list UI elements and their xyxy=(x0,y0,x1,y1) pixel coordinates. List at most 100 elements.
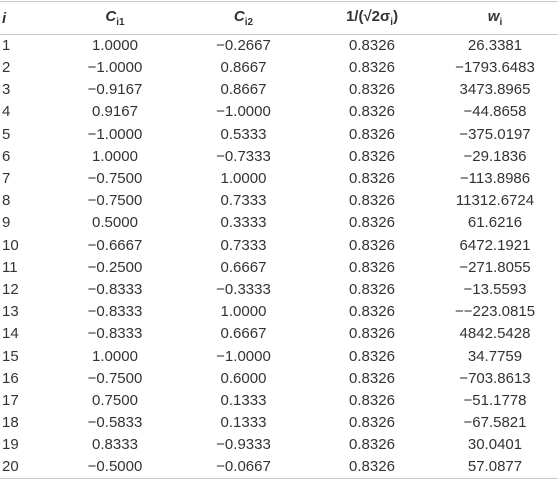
table-cell: 1.0000 xyxy=(220,170,267,188)
table-cell: 10 xyxy=(2,236,19,254)
table-row: 3 −0.9167 0.8667 0.8326 3473.8965 xyxy=(0,79,558,101)
table-cell: 15 xyxy=(2,347,19,365)
table-cell: −1.0000 xyxy=(216,347,271,365)
table-row: 12 −0.8333 −0.3333 0.8326 −13.5593 xyxy=(0,279,558,301)
table-row: 13 −0.8333 1.0000 0.8326 −−223.0815 xyxy=(0,301,558,323)
table-cell: 0.1333 xyxy=(220,391,267,409)
table-cell: −1.0000 xyxy=(87,125,143,143)
table-cell: 11312.6724 xyxy=(455,192,535,210)
table-cell: −0.9167 xyxy=(87,81,143,99)
table-cell: 0.8326 xyxy=(349,391,395,409)
table-cell: 0.7500 xyxy=(92,391,138,409)
table-cell: −271.8055 xyxy=(459,258,531,276)
table-cell: −29.1836 xyxy=(463,147,527,165)
table-cell: 1.0000 xyxy=(92,147,138,165)
table-cell: −0.8333 xyxy=(87,325,143,343)
table-row: 5 −1.0000 0.5333 0.8326 −375.0197 xyxy=(0,124,558,146)
table-cell: 3473.8965 xyxy=(459,81,531,99)
table-cell: 26.3381 xyxy=(467,37,523,54)
table-row: 2 −1.0000 0.8667 0.8326 −1793.6483 xyxy=(0,57,558,79)
table-cell: 0.8326 xyxy=(349,147,395,165)
table-cell: −0.9333 xyxy=(216,436,271,454)
table-cell: 0.8667 xyxy=(220,81,267,99)
table-cell: −0.2500 xyxy=(87,258,143,276)
table-row: 10 −0.6667 0.7333 0.8326 6472.1921 xyxy=(0,235,558,257)
header-text: w xyxy=(487,8,500,25)
table-cell: 0.6667 xyxy=(220,258,267,276)
table-cell: 14 xyxy=(2,325,19,343)
table-cell: 6 xyxy=(2,147,11,165)
table-cell: −44.8658 xyxy=(463,103,527,121)
table-row: 6 1.0000 −0.7333 0.8326 −29.1836 xyxy=(0,146,558,168)
header-subscript: i xyxy=(499,17,503,28)
table-cell: −375.0197 xyxy=(459,125,531,143)
table-cell: −1.0000 xyxy=(87,59,143,77)
table-cell: 7 xyxy=(2,170,11,188)
table-row: 15 1.0000 −1.0000 0.8326 34.7759 xyxy=(0,345,558,367)
table-cell: 11 xyxy=(2,258,18,276)
table-cell: −0.3333 xyxy=(216,280,271,298)
header-text: ) xyxy=(393,8,399,25)
table-cell: −0.5000 xyxy=(87,458,143,476)
table-cell: 30.0401 xyxy=(467,436,523,454)
table-cell: 0.7333 xyxy=(220,192,267,210)
table-row: 19 0.8333 −0.9333 0.8326 30.0401 xyxy=(0,434,558,456)
table-row: 18 −0.5833 0.1333 0.8326 −67.5821 xyxy=(0,412,558,434)
table-cell: 4 xyxy=(2,103,11,121)
table-cell: 1 xyxy=(2,37,11,54)
table-cell: 61.6216 xyxy=(467,214,523,232)
table-row: 20 −0.5000 −0.0667 0.8326 57.0877 xyxy=(0,456,558,479)
table-cell: −67.5821 xyxy=(463,414,527,432)
table-cell: −1.0000 xyxy=(216,103,271,121)
table-cell: 0.8326 xyxy=(349,369,395,387)
table-cell: 0.8326 xyxy=(349,303,395,321)
table-cell: 0.8326 xyxy=(349,103,395,121)
table-cell: 0.8326 xyxy=(349,236,395,254)
table-row: 8 −0.7500 0.7333 0.8326 11312.6724 xyxy=(0,190,558,212)
table-cell: 0.8326 xyxy=(349,125,395,143)
table-cell: 0.8326 xyxy=(349,258,395,276)
table-cell: 57.0877 xyxy=(467,458,523,476)
table-cell: 2 xyxy=(2,59,11,77)
table-cell: 0.3333 xyxy=(220,214,267,232)
table-cell: 34.7759 xyxy=(467,347,523,365)
table-cell: 0.8667 xyxy=(220,59,267,77)
table-cell: 17 xyxy=(2,391,19,409)
table-cell: 0.5000 xyxy=(92,214,138,232)
header-subscript: i2 xyxy=(244,17,254,28)
table-cell: −0.2667 xyxy=(216,37,271,54)
table-cell: 0.1333 xyxy=(220,414,267,432)
table-cell: 0.5333 xyxy=(220,125,267,143)
table-cell: 0.8326 xyxy=(349,170,395,188)
header-cell: Ci2 xyxy=(175,2,312,35)
table-cell: 6472.1921 xyxy=(459,236,531,254)
table-cell: −0.7500 xyxy=(87,192,143,210)
header-subscript: i xyxy=(390,17,394,28)
table-row: 1 1.0000 −0.2667 0.8326 26.3381 xyxy=(0,35,558,58)
table-body: 1 1.0000 −0.2667 0.8326 26.3381 2 −1.0000 0.866… xyxy=(0,35,558,479)
header-cell: wi xyxy=(432,2,558,35)
table-row: 4 0.9167 −1.0000 0.8326 −44.8658 xyxy=(0,101,558,123)
table-cell: 0.6667 xyxy=(220,325,267,343)
table-cell: −0.7500 xyxy=(87,170,143,188)
table-cell: 0.8326 xyxy=(349,59,395,77)
table-cell: 1.0000 xyxy=(92,347,138,365)
table-cell: 0.7333 xyxy=(220,236,267,254)
table-cell: −0.0667 xyxy=(216,458,271,476)
table-cell: 19 xyxy=(2,436,19,454)
table-cell: 5 xyxy=(2,125,11,143)
header-row: i Ci1 Ci2 1/(√2σi) wi xyxy=(0,1,558,35)
table-cell: 0.8326 xyxy=(349,214,395,232)
table-cell: −−223.0815 xyxy=(454,303,536,321)
table-row: 16 −0.7500 0.6000 0.8326 −703.8613 xyxy=(0,368,558,390)
table-cell: −1793.6483 xyxy=(455,59,535,77)
table-cell: 16 xyxy=(2,369,19,387)
table-cell: −0.5833 xyxy=(87,414,143,432)
table-cell: 0.6000 xyxy=(220,369,267,387)
table-cell: 0.8326 xyxy=(349,347,395,365)
table-row: 14 −0.8333 0.6667 0.8326 4842.5428 xyxy=(0,323,558,345)
table-cell: 0.8333 xyxy=(92,436,138,454)
table-row: 17 0.7500 0.1333 0.8326 −51.1778 xyxy=(0,390,558,412)
table-cell: −0.7500 xyxy=(87,369,143,387)
